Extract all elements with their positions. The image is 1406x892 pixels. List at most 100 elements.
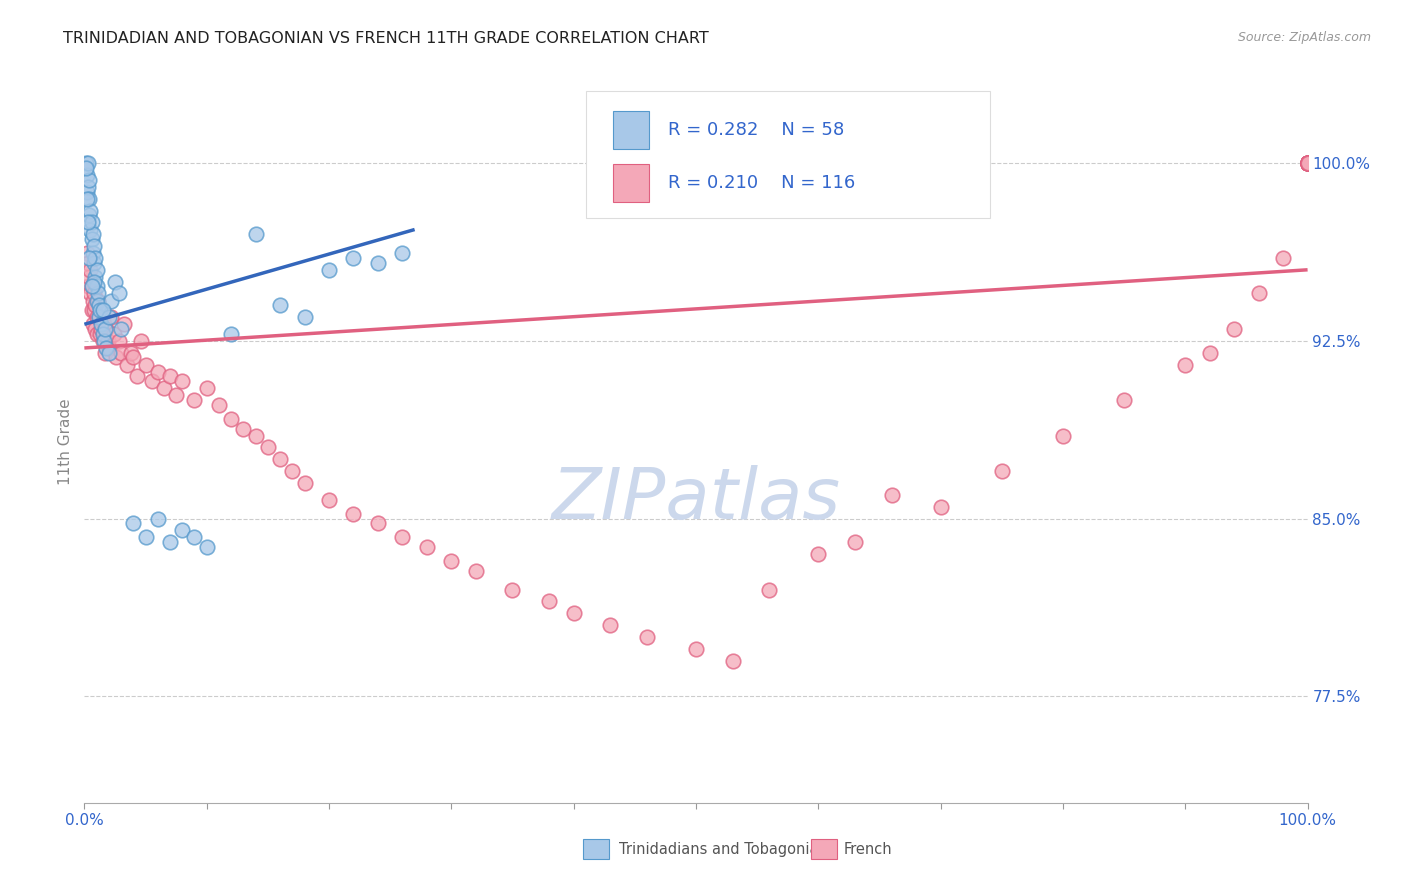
Point <box>97 310 120 325</box>
Point <box>96 322 118 336</box>
Point <box>1296 156 1319 170</box>
Point <box>110 345 132 359</box>
Point <box>100 293 122 308</box>
Point <box>1296 156 1319 170</box>
Point <box>1296 156 1319 170</box>
Point <box>1174 358 1197 372</box>
Point <box>77 208 100 222</box>
Point <box>91 326 114 341</box>
Point <box>112 318 135 332</box>
Point <box>86 326 108 341</box>
Point <box>1296 156 1319 170</box>
Point <box>87 298 110 312</box>
Point <box>77 215 100 229</box>
Point <box>232 421 254 435</box>
Point <box>82 318 104 332</box>
Point <box>83 255 105 269</box>
Point <box>440 554 463 568</box>
Point <box>1296 156 1319 170</box>
Point <box>172 374 194 388</box>
Point <box>79 203 101 218</box>
Point <box>219 326 242 341</box>
Point <box>1296 156 1319 170</box>
Point <box>141 374 163 388</box>
Point <box>146 365 169 379</box>
Point <box>1296 156 1319 170</box>
Point <box>880 488 903 502</box>
Point <box>1296 156 1319 170</box>
Point <box>91 303 114 318</box>
Point <box>82 246 104 260</box>
Point <box>93 318 115 332</box>
Point <box>125 369 148 384</box>
Point <box>599 618 621 632</box>
Point <box>269 452 291 467</box>
Point <box>122 516 145 531</box>
Point <box>1296 156 1319 170</box>
Point <box>294 475 316 490</box>
Point <box>1296 156 1319 170</box>
Point <box>367 255 389 269</box>
Point <box>77 192 100 206</box>
Point <box>129 334 152 348</box>
Text: French: French <box>844 842 893 856</box>
Point <box>90 322 112 336</box>
Text: ZIPatlas: ZIPatlas <box>551 465 841 533</box>
Point <box>257 441 280 455</box>
Point <box>294 310 316 325</box>
Point <box>1296 156 1319 170</box>
Point <box>1296 156 1319 170</box>
Point <box>79 222 101 236</box>
Point <box>538 594 561 608</box>
Point <box>1296 156 1319 170</box>
Point <box>87 310 110 325</box>
Point <box>122 351 145 365</box>
Point <box>1296 156 1319 170</box>
Point <box>77 251 100 265</box>
Point <box>86 262 108 277</box>
Point <box>502 582 524 597</box>
FancyBboxPatch shape <box>613 164 650 202</box>
Point <box>159 535 181 549</box>
Text: R = 0.210    N = 116: R = 0.210 N = 116 <box>668 174 855 192</box>
Point <box>1296 156 1319 170</box>
Point <box>83 286 105 301</box>
Text: TRINIDADIAN AND TOBAGONIAN VS FRENCH 11TH GRADE CORRELATION CHART: TRINIDADIAN AND TOBAGONIAN VS FRENCH 11T… <box>63 31 709 46</box>
Point <box>1296 156 1319 170</box>
Point <box>87 286 110 301</box>
Point <box>77 279 100 293</box>
Point <box>79 286 101 301</box>
Point <box>1247 286 1270 301</box>
Point <box>165 388 187 402</box>
Point <box>83 303 105 318</box>
Point <box>1198 345 1220 359</box>
Point <box>89 303 111 318</box>
Point <box>1052 428 1074 442</box>
Point <box>107 334 129 348</box>
Point <box>77 269 100 284</box>
Point <box>562 607 585 621</box>
Point <box>75 161 97 175</box>
Point <box>77 255 100 269</box>
Point <box>77 180 100 194</box>
Point <box>1296 156 1319 170</box>
Point <box>1296 156 1319 170</box>
Point <box>80 232 103 246</box>
Point <box>94 322 117 336</box>
Point <box>219 412 242 426</box>
Point <box>84 298 107 312</box>
Text: R = 0.282    N = 58: R = 0.282 N = 58 <box>668 121 844 139</box>
Point <box>80 279 103 293</box>
Point <box>86 279 108 293</box>
Text: Source: ZipAtlas.com: Source: ZipAtlas.com <box>1237 31 1371 45</box>
Point <box>87 293 110 308</box>
Point <box>342 507 364 521</box>
Point <box>82 293 104 308</box>
Point <box>107 286 129 301</box>
Point <box>100 310 122 325</box>
Point <box>76 185 98 199</box>
Point <box>80 279 103 293</box>
Point <box>318 262 340 277</box>
Point <box>86 293 108 308</box>
Point <box>416 540 439 554</box>
